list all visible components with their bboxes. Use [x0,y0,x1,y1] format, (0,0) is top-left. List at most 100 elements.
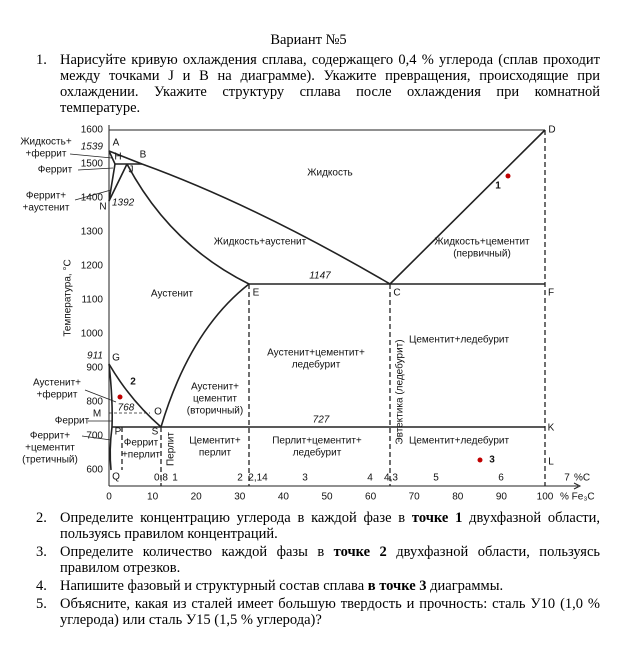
point-label: H [114,152,121,163]
side-label: +цементит [25,443,75,454]
question: 3. Определите количество каждой фазы в то… [36,544,600,576]
point-label: C [393,288,400,299]
temperature-label: 1392 [112,198,135,209]
region-label: Феррит [124,438,159,449]
x-tick-label: 0 [106,492,112,503]
temperature-label: 768 [118,403,135,414]
y-axis-title: Температура, °С [63,259,74,336]
temperature-label: 1147 [309,271,331,282]
text: Объясните, какая из сталей имеет большую… [60,596,600,628]
point-label: K [548,423,555,434]
text: Определите количество каждой фазы в [60,544,334,560]
marker-dot [117,394,123,400]
point-label: A [113,138,120,149]
marker-number: 2 [130,377,136,388]
text: двухфазной области, пользуясь правилом о… [60,544,601,576]
title: Вариант №5 [270,32,347,48]
text: Определите концентрацию углерода в каждо… [60,510,412,526]
region-label: +перлит [122,450,160,461]
temperature-label: 911 [87,351,103,362]
question-number: 5. [36,596,47,612]
x-tick-label: 80 [452,492,464,503]
y-tick-label: 1300 [81,227,104,238]
marker-dot [477,457,483,463]
y-tick-label: 1400 [81,193,104,204]
question-text: Нарисуйте кривую охлаждения сплава, соде… [60,52,600,116]
region-label: Жидкость+аустенит [214,237,307,248]
c-tick-label: 4,3 [384,473,398,484]
x-tick-label: 90 [496,492,508,503]
question-text: Напишите фазовый и структурный состав сп… [60,578,600,594]
question: 4. Напишите фазовый и структурный состав … [36,578,600,594]
side-label: Феррит [55,416,90,427]
region-label: перлит [199,448,232,459]
c-tick-label: 3 [302,473,308,484]
temperature-label: 727 [313,415,330,426]
region-label: Жидкость+цементит [434,237,530,248]
region-label: Жидкость [307,168,353,179]
x-tick-label: 60 [365,492,377,503]
emphasis: точке 2 [333,544,387,560]
question: 5. Объясните, какая из сталей имеет больш… [36,596,600,628]
region-label: цементит [193,394,237,405]
x-tick-label: 100 [537,492,554,503]
region-label: ледебурит [293,447,342,459]
y-tick-label: 800 [86,397,103,408]
c-tick-label: 2,14 [248,473,268,484]
x-tick-label: 70 [409,492,421,503]
c-tick-label: %C [574,473,590,484]
text: диаграммы. [426,578,504,594]
point-label: N [99,202,106,213]
side-label: (третичный) [22,455,78,466]
region-label: ледебурит [292,359,341,371]
region-label: (вторичный) [187,406,243,417]
point-label: E [253,288,260,299]
region-label: Аустенит+цементит+ [267,348,365,359]
c-tick-label: 0,8 [154,473,168,484]
point-label: M [93,409,101,420]
c-tick-label: 5 [433,473,439,484]
x-unit: % Fe₃C [560,492,595,503]
question-text: Определите количество каждой фазы в точк… [60,544,600,576]
point-label: D [548,125,555,136]
region-label: Цементит+ [189,436,241,447]
temperature-label: 1539 [81,142,104,153]
point-label: G [112,353,120,364]
side-label: +феррит [37,389,78,401]
y-tick-label: 1500 [81,159,104,170]
y-tick-label: 1600 [81,125,104,136]
region-label: (первичный) [453,249,511,260]
question-number: 2. [36,510,47,526]
point-label: J [129,165,134,176]
text: Нарисуйте кривую охлаждения сплава, соде… [60,52,600,116]
emphasis: точке 1 [411,510,463,526]
marker-number: 3 [489,455,495,466]
y-tick-label: 1200 [81,261,104,272]
region-label: Цементит+ледебурит [409,435,510,447]
c-tick-label: 6 [498,473,504,484]
y-tick-label: 1100 [81,295,103,306]
y-tick-label: 600 [86,465,103,476]
point-label: S [152,427,159,438]
text: двухфазной области, пользуясь правилом к… [60,510,600,542]
question-number: 4. [36,578,47,594]
x-tick-label: 40 [278,492,290,503]
question-text: Объясните, какая из сталей имеет большую… [60,596,600,628]
side-label: Феррит+ [26,191,66,202]
point-label: P [115,427,122,438]
vertical-label: Эвтектика (ледебурит) [394,339,406,444]
side-label: Жидкость+ [20,137,71,148]
y-tick-label: 1000 [81,329,104,340]
y-tick-label: 700 [86,431,103,442]
emphasis: в точке 3 [367,578,427,594]
question-number: 1. [36,52,47,68]
vertical-label: Перлит [166,432,177,466]
x-tick-label: 20 [191,492,203,503]
diagram-lines [69,125,582,490]
c-tick-label: 4 [367,473,373,484]
marker-dot [505,173,511,179]
question-text: Определите концентрацию углерода в каждо… [60,510,600,542]
c-tick-label: 7 [564,473,570,484]
side-label: +феррит [26,148,67,160]
